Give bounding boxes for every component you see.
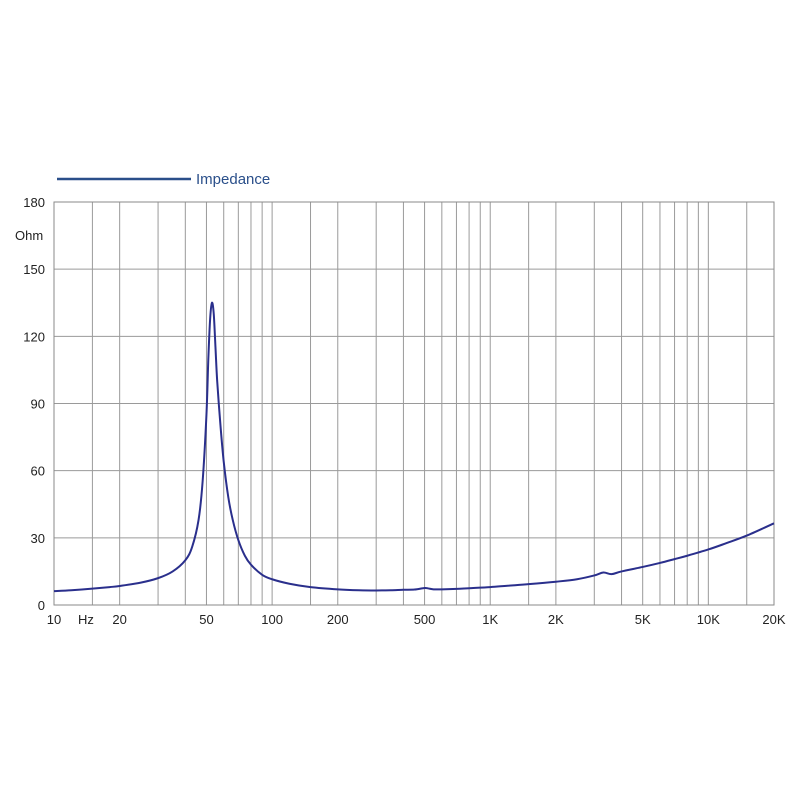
x-tick-label: 1K bbox=[482, 612, 498, 627]
y-tick-label: 60 bbox=[31, 464, 45, 479]
x-tick-label: 2K bbox=[548, 612, 564, 627]
x-tick-label: 10 bbox=[47, 612, 61, 627]
legend-label: Impedance bbox=[196, 171, 270, 188]
x-tick-label: 5K bbox=[635, 612, 651, 627]
x-tick-label: 200 bbox=[327, 612, 349, 627]
x-tick-label: 20 bbox=[112, 612, 126, 627]
y-tick-label: 90 bbox=[31, 397, 45, 412]
x-tick-label: 20K bbox=[762, 612, 785, 627]
curve-layer bbox=[53, 301, 775, 593]
y-tick-label: 180 bbox=[23, 195, 45, 210]
y-tick-label: 0 bbox=[38, 598, 45, 613]
legend: Impedance bbox=[57, 171, 270, 188]
y-tick-labels: 0 30 60 90 120 150 180 bbox=[23, 195, 45, 613]
x-tick-label: 50 bbox=[199, 612, 213, 627]
y-tick-label: 30 bbox=[31, 531, 45, 546]
grid bbox=[53, 201, 775, 606]
y-tick-label: 150 bbox=[23, 262, 45, 277]
y-tick-label: 120 bbox=[23, 329, 45, 344]
x-tick-label: 100 bbox=[261, 612, 283, 627]
x-tick-label: 500 bbox=[414, 612, 436, 627]
x-tick-labels: 10 20 50 100 200 500 1K 2K 5K 10K 20K bbox=[47, 612, 786, 627]
y-axis-label: Ohm bbox=[15, 228, 43, 243]
x-tick-label: 10K bbox=[697, 612, 720, 627]
x-axis-label: Hz bbox=[78, 612, 94, 627]
plot-frame bbox=[53, 201, 775, 606]
impedance-series-line bbox=[53, 301, 775, 593]
